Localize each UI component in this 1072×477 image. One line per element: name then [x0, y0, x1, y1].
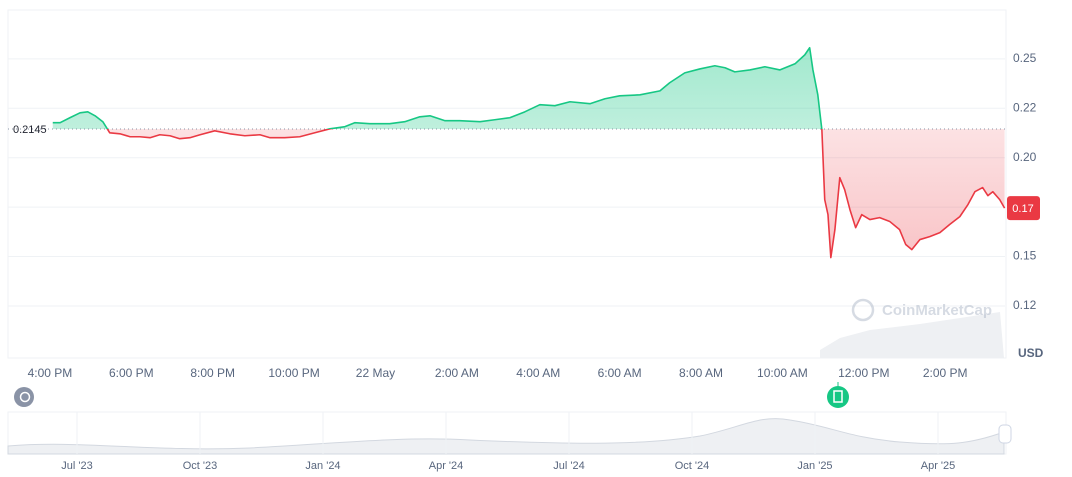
watermark: CoinMarketCap	[851, 298, 992, 322]
x-tick-label: 10:00 AM	[757, 366, 808, 380]
navigator-label: Jan '25	[797, 460, 832, 472]
y-tick-label: 0.15	[1013, 249, 1037, 263]
navigator-label: Jul '24	[553, 460, 584, 472]
x-tick-label: 8:00 PM	[190, 366, 235, 380]
x-tick-label: 6:00 PM	[109, 366, 154, 380]
news-icon[interactable]	[827, 382, 849, 408]
price-tag-label: 0.17	[1012, 203, 1033, 215]
navigator-handle[interactable]	[998, 424, 1012, 444]
x-tick-label: 6:00 AM	[598, 366, 642, 380]
navigator-label: Jan '24	[305, 460, 340, 472]
navigator-label: Oct '24	[675, 460, 710, 472]
x-tick-label: 10:00 PM	[268, 366, 319, 380]
x-tick-label: 8:00 AM	[679, 366, 723, 380]
price-tag	[1007, 196, 1040, 221]
watermark-text: CoinMarketCap	[882, 302, 992, 319]
x-tick-label: 4:00 AM	[516, 366, 560, 380]
y-tick-label: 0.25	[1013, 51, 1037, 65]
y-tick-label: 0.22	[1013, 100, 1037, 114]
unit-label: USD	[1018, 346, 1044, 360]
y-tick-label: 0.12	[1013, 298, 1037, 312]
x-tick-label: 12:00 PM	[838, 366, 889, 380]
volume	[820, 312, 1004, 358]
navigator-label: Oct '23	[183, 460, 218, 472]
area-up	[52, 47, 822, 130]
x-tick-label: 2:00 AM	[435, 366, 479, 380]
baseline-label: 0.2145	[13, 124, 47, 136]
navigator-label: Jul '23	[61, 460, 92, 472]
price-line	[52, 46, 1006, 259]
area-down	[52, 129, 1005, 258]
navigator-label: Apr '24	[429, 460, 464, 472]
plot-border	[7, 9, 1007, 359]
x-tick-label: 22 May	[356, 366, 395, 380]
y-tick-label: 0.20	[1013, 150, 1037, 164]
x-tick-label: 4:00 PM	[28, 366, 73, 380]
history-icon[interactable]	[14, 387, 34, 407]
navigator-label: Apr '25	[921, 460, 956, 472]
navigator-area	[7, 418, 1005, 455]
x-tick-label: 2:00 PM	[923, 366, 968, 380]
